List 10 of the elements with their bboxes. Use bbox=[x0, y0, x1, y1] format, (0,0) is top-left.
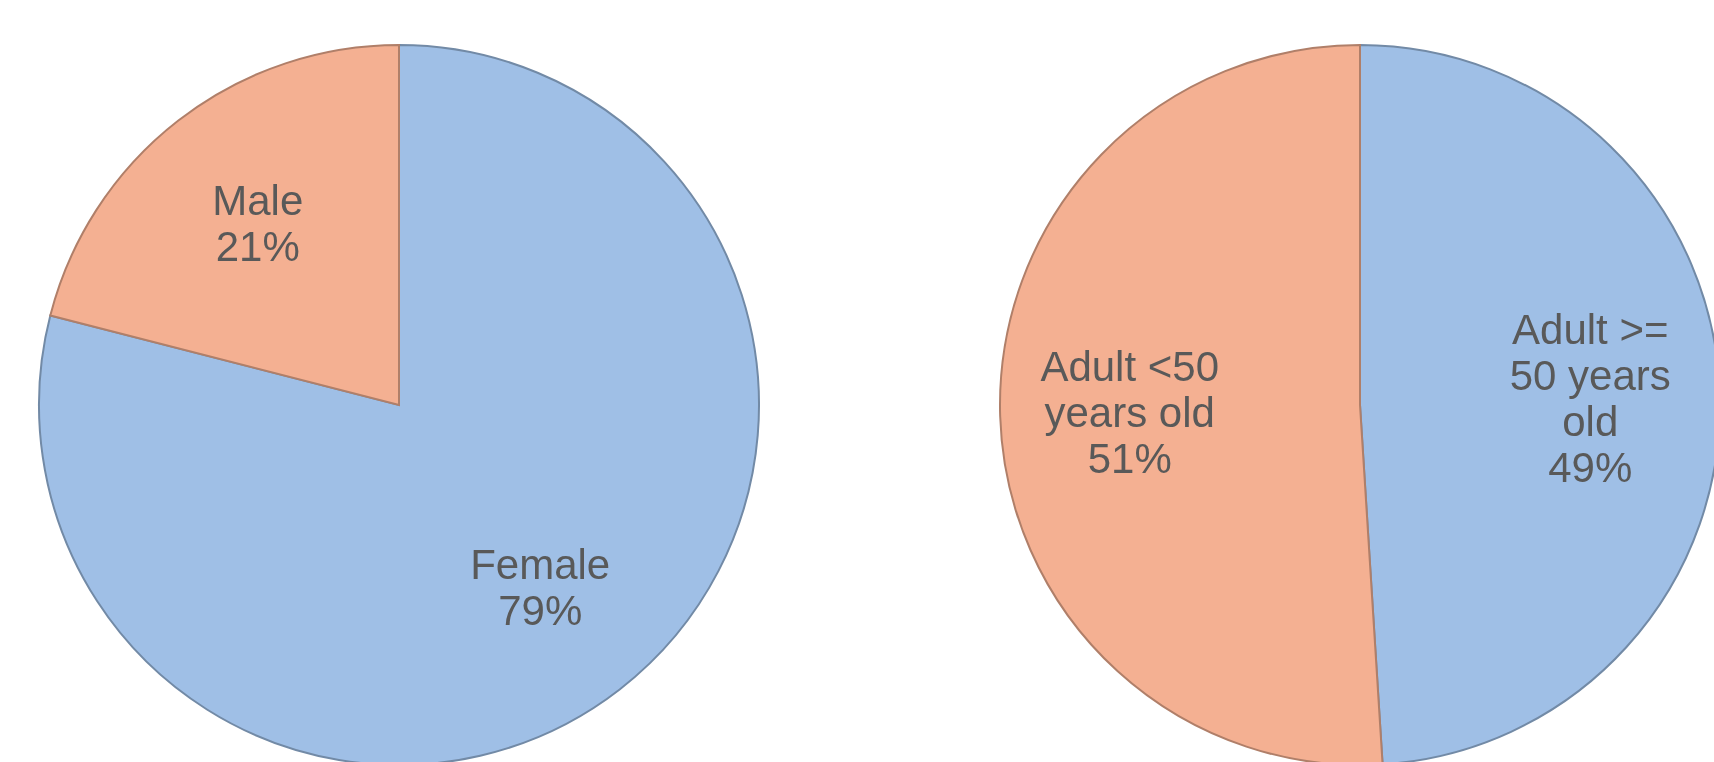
data-label: 51% bbox=[1087, 434, 1172, 482]
data-label: 79% bbox=[498, 586, 583, 634]
data-label: 21% bbox=[215, 222, 300, 270]
pie-slice bbox=[49, 44, 400, 406]
slice-label: Female bbox=[470, 540, 611, 588]
slice-label: Male bbox=[212, 176, 304, 224]
pie-slice bbox=[38, 44, 760, 762]
slice-label: Adult <50 years old bbox=[1040, 342, 1220, 436]
data-label: 49% bbox=[1548, 443, 1633, 491]
slice-label: Adult >= 50 years old bbox=[1509, 305, 1671, 445]
